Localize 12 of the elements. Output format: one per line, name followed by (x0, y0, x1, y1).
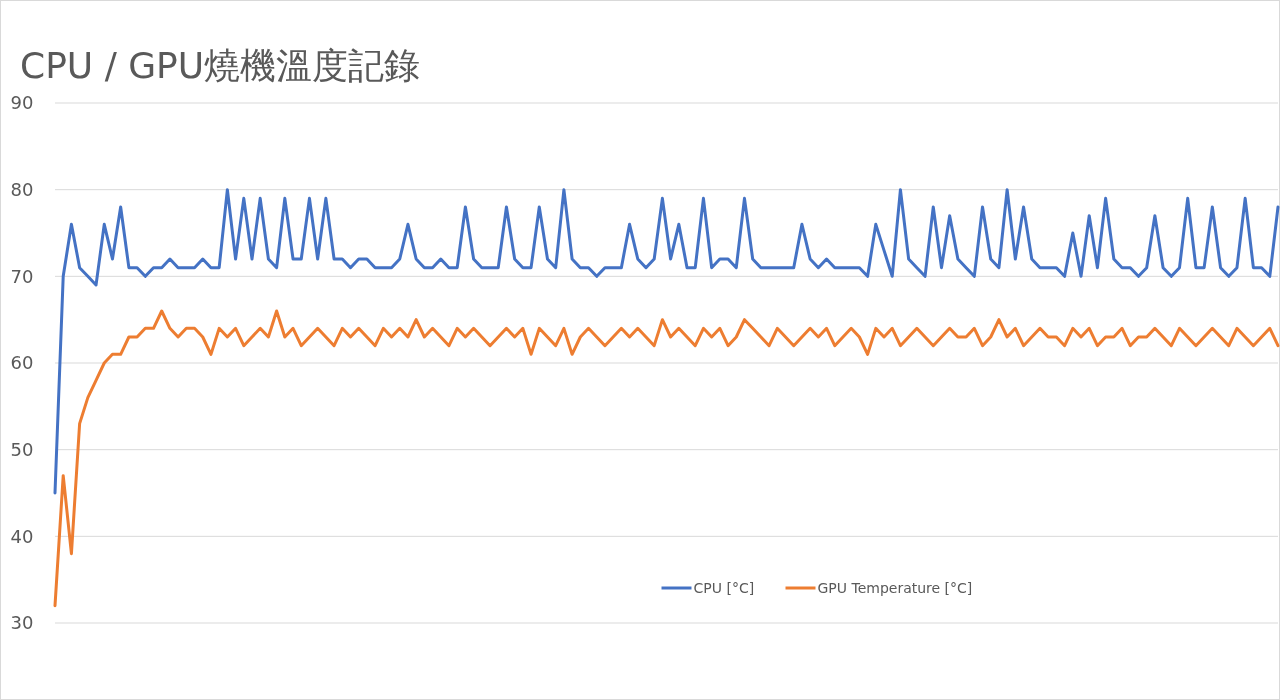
y-tick-label: 70 (10, 265, 34, 287)
y-tick-label: 90 (10, 92, 34, 114)
y-tick-label: 60 (10, 352, 34, 374)
legend-label: GPU Temperature [°C] (817, 579, 973, 596)
y-tick-label: 80 (10, 178, 34, 200)
y-tick-label: 30 (10, 612, 34, 634)
legend-label: CPU [°C] (693, 579, 755, 596)
chart-title: CPU / GPU燒機溫度記錄 (20, 45, 421, 86)
line-series (53, 188, 1280, 495)
y-tick-label: 40 (10, 525, 34, 547)
y-tick-label: 50 (10, 438, 34, 460)
line-series (53, 309, 1280, 608)
